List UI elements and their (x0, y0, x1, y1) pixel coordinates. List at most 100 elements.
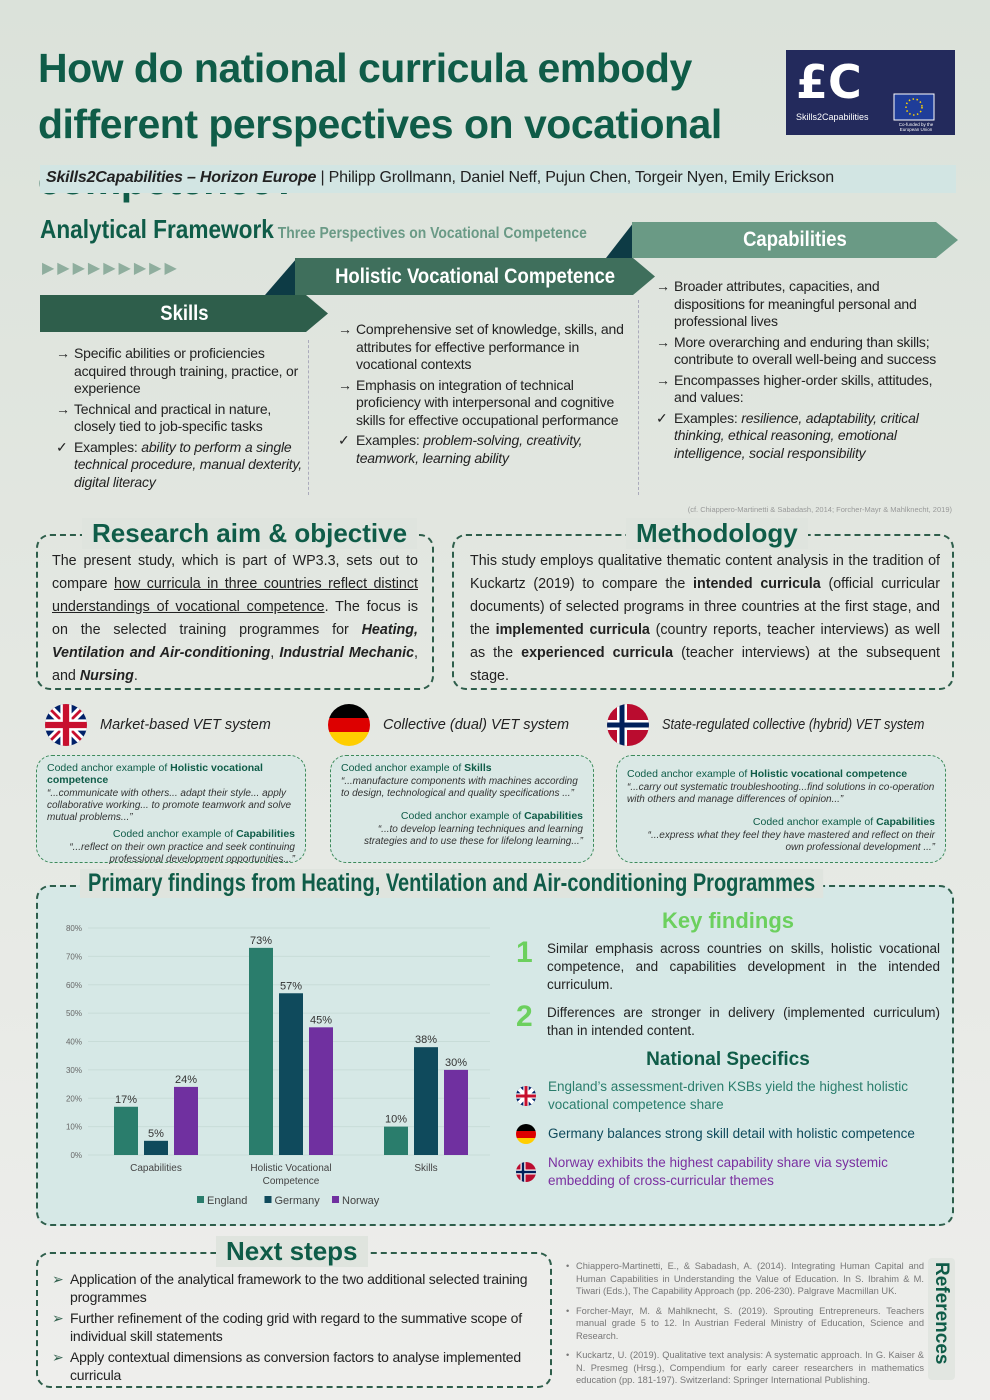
specific-norway: Norway exhibits the highest capability s… (516, 1154, 940, 1190)
bar-england (114, 1106, 138, 1155)
bar-england (384, 1126, 408, 1155)
x-tick-label: Holistic Vocational (250, 1163, 331, 1174)
vet-label-norway: State-regulated collective (hybrid) VET … (662, 717, 925, 733)
list-item: → Technical and practical in nature, clos… (56, 400, 272, 435)
legend-swatch (264, 1196, 272, 1203)
bar-germany (144, 1140, 168, 1155)
legend-swatch (197, 1196, 204, 1203)
specific-england: England’s assessment-driven KSBs yield t… (516, 1078, 940, 1114)
y-tick-label: 70% (66, 952, 82, 961)
x-tick-label: Capabilities (130, 1163, 182, 1174)
list-item: → Comprehensive set of knowledge, skills,… (338, 321, 624, 372)
references-tab: References (928, 1258, 955, 1380)
framework-citation: (cf. Chiappero-Martinetti & Sabadash, 20… (687, 505, 952, 514)
framework-title: Analytical Framework (40, 214, 274, 244)
y-tick-label: 20% (66, 1094, 82, 1103)
references-list: Chiappero-Martinetti, E., & Sabadash, A.… (566, 1260, 924, 1394)
framework-subtitle: Three Perspectives on Vocational Compete… (277, 225, 587, 242)
next-steps-title: Next steps (216, 1236, 368, 1267)
data-label: 45% (310, 1014, 332, 1026)
arrow-triangles-icon: ▶▶▶▶▶▶▶▶▶ (42, 260, 180, 277)
reference-item: Kuckartz, U. (2019). Qualitative text an… (566, 1349, 924, 1387)
bar-norway (444, 1069, 468, 1155)
list-item: → Specific abilities or proficiencies acq… (56, 345, 299, 396)
list-item: ➢ Apply contextual dimensions as conversi… (52, 1349, 521, 1383)
data-label: 5% (148, 1128, 164, 1140)
legend-label: Norway (342, 1195, 380, 1207)
list-item: ✓ Examples: resilience, adaptability, cri… (656, 409, 919, 461)
project-name: Skills2Capabilities – Horizon Europe (46, 169, 317, 186)
vet-label-germany: Collective (dual) VET system (383, 717, 570, 733)
key-finding: 2 Differences are stronger in delivery (i… (516, 1000, 940, 1038)
skills-banner: Skills (40, 295, 328, 332)
next-steps-box: Next steps ➢ Application of the analytica… (36, 1236, 552, 1388)
author-bar: Skills2Capabilities – Horizon Europe | P… (40, 165, 956, 193)
uk-flag-icon (516, 1086, 536, 1106)
specific-germany: Germany balances strong skill detail wit… (516, 1124, 940, 1144)
list-item: ✓ Examples: ability to perform a single t… (56, 438, 302, 490)
methodology-box: Methodology This study employs qualitati… (452, 518, 954, 690)
norway-flag-icon (516, 1162, 536, 1182)
x-tick-label: Skills (414, 1163, 437, 1174)
bar-germany (414, 1047, 438, 1155)
author-names: | Philipp Grollmann, Daniel Neff, Pujun … (320, 169, 834, 186)
reference-item: Forcher-Mayr, M. & Mahlknecht, S. (2019)… (566, 1305, 924, 1343)
hvc-banner: Holistic Vocational Competence (295, 258, 655, 295)
list-item: ➢ Application of the analytical framework… (52, 1271, 528, 1305)
anchor-bubble-england: Coded anchor example of Holistic vocatio… (36, 755, 306, 865)
data-label: 38% (415, 1034, 437, 1046)
data-label: 30% (445, 1057, 467, 1069)
bar-chart: 0% 10% 20% 30% 40% 50% 60% 70% 80% 17% 5% 24% Capabi… (66, 924, 490, 1207)
data-label: 10% (385, 1114, 407, 1126)
y-tick-label: 60% (66, 981, 82, 990)
research-aim-box: Research aim & objective The present stu… (36, 518, 434, 690)
s2c-logo-icon: £C (796, 55, 935, 121)
legend-label: Germany (275, 1195, 321, 1207)
bar-norway (174, 1086, 198, 1155)
capabilities-list: → Broader attributes, capacities, and dis… (656, 278, 952, 465)
key-findings: Key findings 1 Similar emphasis across co… (516, 908, 940, 1190)
x-tick-label: Competence (263, 1176, 320, 1187)
findings-box: Primary findings from Heating, Ventilati… (36, 869, 954, 1226)
framework-heading: Analytical Framework Three Perspectives … (40, 214, 587, 245)
y-tick-label: 10% (66, 1123, 82, 1132)
national-specifics-title: National Specifics (646, 1049, 810, 1070)
data-label: 17% (115, 1094, 137, 1106)
anchor-bubble-norway: Coded anchor example of Holistic vocatio… (616, 755, 946, 863)
banner-shadow (606, 222, 634, 258)
y-tick-label: 50% (66, 1009, 82, 1018)
legend-label: England (207, 1195, 247, 1207)
germany-flag-icon (328, 704, 370, 746)
research-text: The present study, which is part of WP3.… (52, 553, 419, 684)
germany-flag-icon (516, 1124, 536, 1144)
key-findings-title: Key findings (661, 908, 794, 933)
list-item: ✓ Examples: problem-solving, creativity, … (338, 432, 583, 466)
data-label: 73% (250, 935, 272, 947)
findings-title: Primary findings from Heating, Ventilati… (80, 869, 824, 898)
legend-swatch (332, 1196, 339, 1203)
y-tick-label: 80% (66, 924, 82, 933)
hvc-list: → Comprehensive set of knowledge, skills,… (338, 321, 630, 470)
logo-text: Skills2Capabilities (796, 112, 869, 122)
data-label: 57% (280, 980, 302, 992)
data-label: 24% (175, 1074, 197, 1086)
banner-shadow (265, 258, 297, 295)
y-tick-label: 40% (66, 1038, 82, 1047)
reference-item: Chiappero-Martinetti, E., & Sabadash, A.… (566, 1260, 924, 1298)
national-specifics: England’s assessment-driven KSBs yield t… (516, 1078, 940, 1190)
anchor-bubble-germany: Coded anchor example of Skills “...manuf… (330, 755, 594, 863)
skills-list: → Specific abilities or proficiencies acq… (56, 345, 304, 494)
bar-germany (279, 993, 303, 1155)
divider (638, 300, 639, 495)
list-item: ➢ Further refinement of the coding grid w… (52, 1310, 522, 1344)
divider (308, 340, 309, 495)
y-tick-label: 30% (66, 1066, 82, 1075)
methodology-title: Methodology (626, 518, 808, 549)
methodology-text: This study employs qualitative thematic … (470, 553, 941, 684)
research-title: Research aim & objective (82, 518, 418, 549)
next-steps-list: ➢ Application of the analytical framework… (38, 1254, 550, 1384)
list-item: → Encompasses higher-order skills, attitu… (656, 371, 933, 406)
capabilities-banner: Capabilities (632, 222, 958, 258)
project-logo: £C Skills2Capabilities Co-funded by the … (786, 50, 955, 135)
eu-text: Co-funded by the European Union (898, 122, 934, 132)
